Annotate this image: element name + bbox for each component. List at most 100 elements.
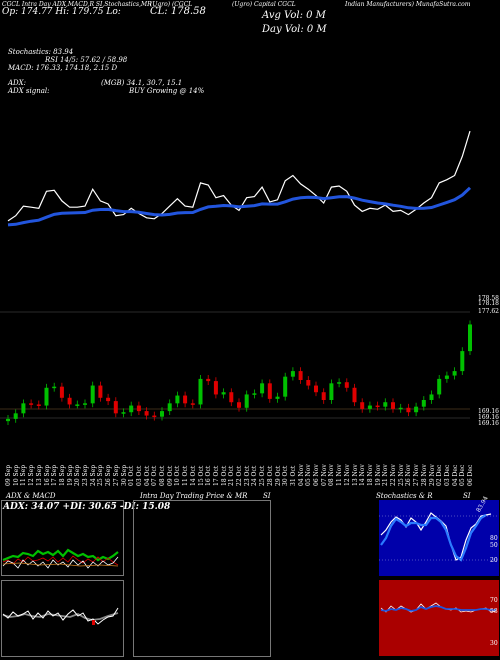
candle-body: [437, 378, 442, 395]
macd-histogram-bar: [92, 620, 95, 625]
adx-level-line: [2, 562, 119, 567]
candle-body: [398, 407, 403, 410]
candle-body: [152, 415, 157, 418]
candle-body: [83, 403, 87, 405]
adx-label: ADX:: [8, 79, 27, 87]
stochastics-readout: Stochastics: 83.94: [8, 48, 74, 56]
candle-body: [237, 402, 241, 408]
candle-body: [229, 392, 234, 403]
candle-body: [221, 392, 226, 395]
candle-body: [136, 405, 141, 412]
candle-body: [244, 394, 249, 408]
candle-body: [275, 396, 280, 399]
candle-body: [44, 387, 49, 406]
header-site: Indian Manufacturers) MunafaSutra.com: [345, 1, 471, 8]
header-company: (Ugro) Capital CGCL: [232, 1, 296, 8]
candle-body: [306, 380, 311, 386]
candle-body: [59, 386, 64, 398]
candle-body: [6, 418, 10, 422]
price-label-low-1: 169.16: [478, 408, 499, 415]
candle-body: [429, 394, 434, 400]
candle-body: [121, 412, 126, 414]
adx-panel: [1, 500, 124, 576]
adx-panel-values: ADX: 34.07 +DI: 30.65 -DI: 15.08: [3, 502, 171, 512]
intraday-panel-title-b: SI: [263, 492, 271, 500]
stoch-panel-title-b: SI: [463, 492, 471, 500]
candle-body: [183, 395, 188, 404]
candle-body: [144, 411, 149, 416]
stochastics-panel: [379, 500, 499, 576]
header-title-part1: CGCL Intra Day ADX,MACD,R: [2, 1, 94, 8]
avg-vol: Avg Vol: 0 M: [262, 10, 326, 21]
price-label-close: 178.18: [478, 300, 499, 307]
rsi-tick-58: 58: [490, 608, 498, 615]
header-title-part2: SI,Stochastics,MR: [95, 1, 152, 8]
candle-body: [13, 413, 18, 419]
macd-readout: MACD: 176.33, 174.18, 2.15 D: [8, 64, 118, 72]
candle-body: [321, 392, 326, 400]
candle-body: [75, 404, 80, 406]
candle-body: [352, 387, 357, 403]
candle-body: [206, 378, 211, 382]
macd-line: [2, 607, 119, 625]
intraday-panel: [133, 500, 271, 657]
moving-average-line: [7, 186, 472, 227]
adx-signal-label: ADX signal:: [8, 87, 50, 95]
rsi-tick-30: 30: [490, 640, 498, 647]
chart-header-line1: CGCL Intra Day ADX,MACD,R SI,Stochastics…: [2, 1, 152, 8]
adx-panel-title: ADX & MACD: [6, 492, 56, 500]
stoch-tick-50: 50: [490, 542, 498, 549]
candle-body: [406, 407, 411, 413]
candle-body: [106, 397, 111, 402]
candle-body: [129, 405, 134, 413]
candlestick-series: [6, 320, 472, 425]
candle-body: [375, 405, 380, 408]
close-label: CL: 178.58: [150, 6, 206, 17]
candle-body: [421, 400, 426, 407]
candle-body: [444, 375, 449, 379]
day-vol: Day Vol: 0 M: [262, 24, 327, 35]
candle-body: [329, 383, 334, 400]
price-label-low-2: 169.16: [478, 414, 499, 421]
adx-signal-value: BUY Growing @ 14%: [129, 87, 205, 95]
candle-body: [290, 371, 295, 377]
price-line: [7, 130, 471, 222]
candle-body: [175, 395, 180, 404]
candle-body: [98, 385, 103, 398]
rsi-readout: RSI 14/5: 57.62 / 58.98: [45, 56, 128, 64]
candle-body: [337, 382, 342, 384]
adx-values: (MGB) 34.1, 30.7, 15.1: [101, 79, 183, 87]
rsi-avg-line: [380, 605, 496, 612]
stoch-tick-20: 20: [490, 557, 498, 564]
candle-body: [267, 383, 272, 399]
candle-body: [198, 378, 203, 405]
candle-body: [314, 385, 318, 393]
ohlc-line: Op: 174.77 Hi: 179.75 Lo:: [2, 7, 121, 17]
candle-body: [190, 403, 195, 405]
candle-body: [29, 403, 34, 405]
rsi-line: [380, 602, 497, 613]
candle-body: [90, 385, 95, 404]
candle-body: [252, 393, 257, 395]
candle-body: [391, 402, 395, 409]
candle-body: [452, 371, 457, 376]
candle-body: [160, 411, 164, 417]
adx-plus-di-line: [2, 548, 119, 562]
candle-body: [283, 376, 288, 397]
candle-body: [367, 405, 372, 409]
stoch-tick-80: 80: [490, 535, 498, 542]
header-ticker: (Ugro) (CGCL: [150, 1, 193, 8]
rsi-panel: [379, 580, 499, 656]
main-price-chart: [0, 130, 472, 425]
candle-body: [67, 397, 72, 405]
candle-body: [468, 324, 472, 352]
candle-body: [21, 403, 26, 414]
candle-body: [260, 383, 265, 394]
price-label-ema: 177.62: [478, 308, 499, 315]
candle-body: [344, 382, 349, 388]
candle-body: [113, 401, 118, 414]
candle-body: [52, 386, 57, 389]
rsi-tick-70: 70: [490, 597, 498, 604]
price-label-low-3: 169.16: [478, 420, 499, 427]
stoch-panel-title: Stochastics & R: [376, 492, 433, 500]
